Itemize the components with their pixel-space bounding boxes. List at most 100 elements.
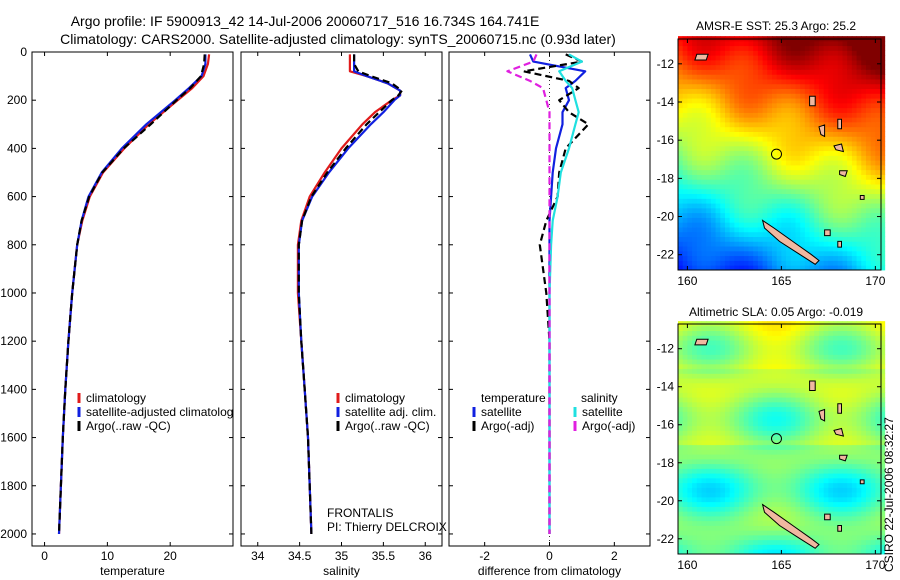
heatmap-cell xyxy=(678,382,684,389)
heatmap-cell xyxy=(776,102,782,109)
heatmap-cell xyxy=(851,463,857,469)
heatmap-cell xyxy=(696,473,702,479)
heatmap-cell xyxy=(720,160,726,166)
heatmap-cell xyxy=(865,477,872,484)
heatmap-cell xyxy=(729,382,735,389)
heatmap-cell xyxy=(724,88,731,94)
heatmap-cell xyxy=(767,126,773,132)
heatmap-cell xyxy=(786,363,792,370)
heatmap-cell xyxy=(795,107,801,113)
heatmap-cell xyxy=(795,425,801,431)
heatmap-cell xyxy=(710,207,716,214)
heatmap-cell xyxy=(701,425,707,431)
difference-legend-entry-label: satellite xyxy=(481,405,522,419)
heatmap-cell xyxy=(861,534,867,541)
heatmap-cell xyxy=(865,378,872,384)
heatmap-cell xyxy=(880,359,886,365)
heatmap-cell xyxy=(795,169,801,175)
heatmap-cell xyxy=(734,344,740,351)
heatmap-cell xyxy=(757,411,763,417)
heatmap-cell xyxy=(687,179,693,185)
heatmap-cell xyxy=(833,193,839,199)
heatmap-cell xyxy=(753,463,759,469)
heatmap-cell xyxy=(786,411,792,417)
heatmap-cell xyxy=(748,117,754,123)
heatmap-cell xyxy=(762,217,768,223)
heatmap-cell xyxy=(842,359,848,365)
series-line-satellite-adj-clim xyxy=(297,54,402,535)
heatmap-cell xyxy=(833,392,839,398)
heatmap-cell xyxy=(767,131,773,137)
heatmap-cell xyxy=(682,50,688,56)
heatmap-cell xyxy=(720,265,726,271)
heatmap-cell xyxy=(870,117,876,123)
heatmap-cell xyxy=(851,217,857,223)
heatmap-cell xyxy=(715,126,721,132)
heatmap-cell xyxy=(851,530,857,536)
heatmap-cell xyxy=(715,98,721,104)
heatmap-cell xyxy=(739,368,745,374)
heatmap-cell xyxy=(786,122,792,128)
heatmap-cell xyxy=(757,463,763,469)
heatmap-cell xyxy=(823,174,829,180)
heatmap-cell xyxy=(880,69,886,75)
heatmap-cell xyxy=(734,198,740,204)
heatmap-cell xyxy=(710,222,716,228)
heatmap-cell xyxy=(800,477,806,484)
heatmap-cell xyxy=(800,454,806,460)
heatmap-cell xyxy=(833,122,839,128)
heatmap-cell xyxy=(865,435,872,441)
heatmap-cell xyxy=(734,463,740,469)
heatmap-cell xyxy=(861,64,867,70)
heatmap-cell xyxy=(851,515,857,522)
heatmap-cell xyxy=(786,534,792,541)
heatmap-cell xyxy=(800,340,806,346)
heatmap-cell xyxy=(715,340,721,346)
heatmap-cell xyxy=(847,349,853,355)
heatmap-cell xyxy=(875,165,881,171)
heatmap-cell xyxy=(734,131,740,137)
heatmap-cell xyxy=(842,492,848,498)
heatmap-cell xyxy=(828,179,834,185)
heatmap-cell xyxy=(842,165,848,171)
heatmap-cell xyxy=(715,222,721,228)
heatmap-cell xyxy=(710,83,716,90)
heatmap-cell xyxy=(833,463,839,469)
heatmap-cell xyxy=(837,227,843,233)
heatmap-cell xyxy=(678,549,684,555)
heatmap-cell xyxy=(776,382,782,389)
heatmap-cell xyxy=(823,425,829,431)
heatmap-cell xyxy=(696,184,702,190)
heatmap-cell xyxy=(856,411,862,417)
heatmap-cell xyxy=(757,416,763,422)
heatmap-cell xyxy=(828,411,834,417)
heatmap-cell xyxy=(701,203,707,209)
heatmap-cell xyxy=(748,492,754,498)
heatmap-cell xyxy=(847,250,853,257)
heatmap-cell xyxy=(856,241,862,247)
heatmap-cell xyxy=(837,501,843,507)
heatmap-cell xyxy=(804,236,810,242)
heatmap-cell xyxy=(743,83,749,90)
heatmap-cell xyxy=(800,255,806,261)
heatmap-cell xyxy=(678,325,684,332)
heatmap-cell xyxy=(701,207,707,214)
heatmap-cell xyxy=(696,382,702,389)
heatmap-cell xyxy=(757,439,763,446)
heatmap-cell xyxy=(687,55,693,61)
heatmap-cell xyxy=(687,363,693,370)
heatmap-cell xyxy=(856,83,862,90)
map-x-tick-label: 160 xyxy=(677,274,697,288)
heatmap-cell xyxy=(828,511,834,517)
heatmap-cell xyxy=(795,217,801,223)
heatmap-cell xyxy=(795,387,801,393)
heatmap-cell xyxy=(757,544,763,550)
heatmap-cell xyxy=(847,122,853,128)
heatmap-cell xyxy=(800,193,806,199)
heatmap-cell xyxy=(682,174,688,180)
heatmap-cell xyxy=(804,212,810,218)
heatmap-cell xyxy=(786,382,792,389)
heatmap-cell xyxy=(861,74,867,80)
